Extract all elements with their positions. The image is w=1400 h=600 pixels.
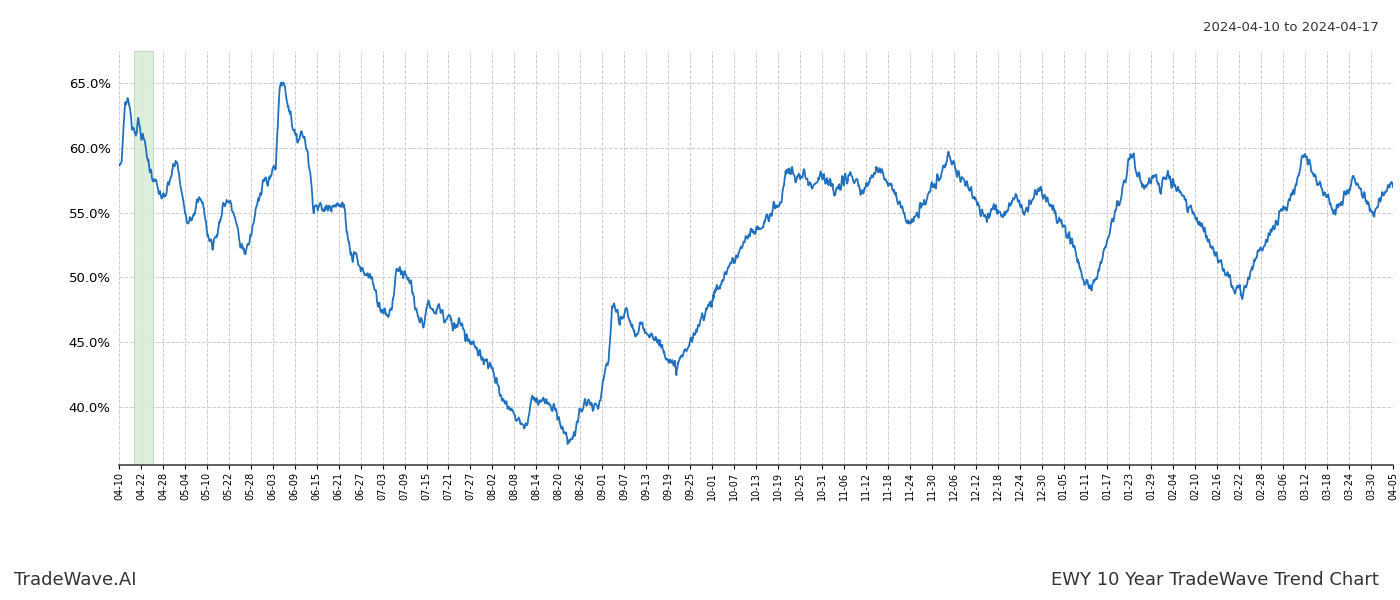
Text: EWY 10 Year TradeWave Trend Chart: EWY 10 Year TradeWave Trend Chart: [1051, 571, 1379, 589]
Text: 2024-04-10 to 2024-04-17: 2024-04-10 to 2024-04-17: [1203, 21, 1379, 34]
Text: TradeWave.AI: TradeWave.AI: [14, 571, 137, 589]
Bar: [134, 51, 153, 465]
